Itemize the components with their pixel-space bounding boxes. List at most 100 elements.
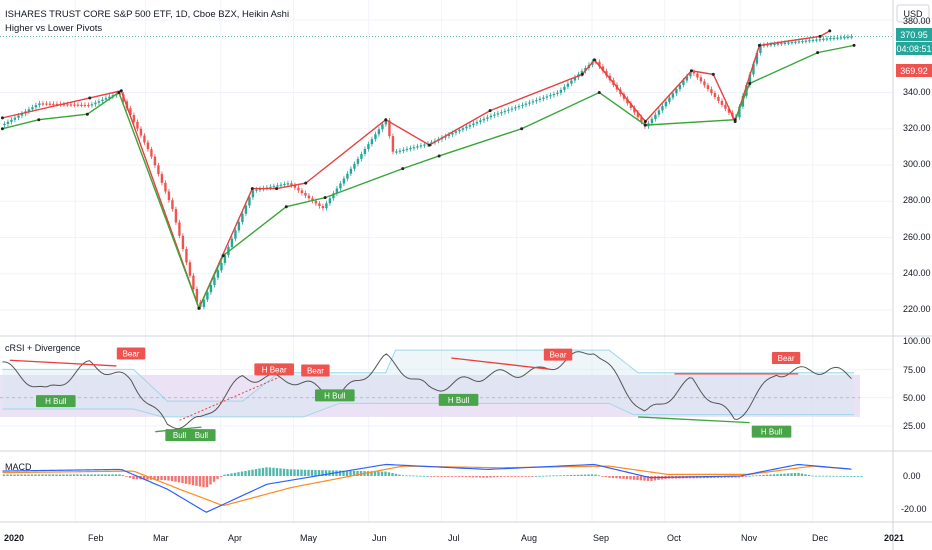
pivot-dot: [748, 81, 752, 85]
pivot-dot: [0, 116, 4, 120]
macd-histogram-bar: [377, 471, 380, 476]
time-axis[interactable]: 2020 Feb Mar Apr May Jun Jul Aug Sep Oct…: [4, 533, 904, 543]
macd-histogram-bar: [597, 475, 601, 477]
candle-body: [314, 200, 318, 204]
crsi-axis[interactable]: 100.00 75.00 50.00 25.00: [903, 336, 931, 431]
macd-histogram-bar: [482, 476, 485, 478]
candle-body: [461, 128, 465, 130]
candle-body: [584, 67, 587, 72]
macd-histogram-bar: [405, 475, 408, 477]
macd-histogram-bar: [258, 468, 261, 476]
candle-body: [384, 120, 388, 125]
macd-histogram-bar: [247, 470, 251, 476]
signal-label-bg: [165, 429, 194, 442]
macd-histogram-bar: [146, 476, 149, 480]
macd-histogram-bar: [69, 474, 72, 476]
candle-body: [248, 197, 251, 206]
candle-body: [136, 121, 139, 129]
candle-body: [150, 149, 153, 157]
macd-histogram-bar: [531, 476, 534, 477]
price-axis[interactable]: 380.00 340.00 320.00 300.00 280.00 260.0…: [903, 16, 931, 314]
macd-histogram-bar: [496, 476, 499, 478]
candle-body: [188, 262, 192, 276]
currency-button[interactable]: [896, 4, 930, 23]
candle-body: [349, 168, 353, 174]
candle-body: [104, 98, 108, 100]
candle-body: [160, 174, 164, 183]
macd-histogram-bar: [849, 475, 853, 477]
candle-body: [822, 38, 825, 40]
macd-histogram-bar: [828, 475, 832, 477]
pivot-dot: [88, 96, 92, 100]
macd-histogram-bar: [261, 467, 265, 476]
candle-body: [283, 183, 286, 186]
candle-body: [713, 93, 717, 98]
candle-body: [38, 103, 41, 106]
signal-label-bg: [438, 393, 479, 406]
macd-histogram-bar: [520, 476, 524, 477]
signal-label: Bull: [173, 431, 187, 440]
candle-body: [279, 184, 283, 186]
macd-histogram-bar: [142, 476, 146, 480]
candle-body: [801, 40, 804, 43]
macd-histogram-bar: [6, 474, 9, 476]
macd-histogram-bar: [153, 476, 156, 480]
macd-histogram-bar: [618, 476, 622, 479]
candle-body: [500, 112, 503, 114]
candle-body: [797, 41, 801, 43]
signal-label: Bear: [123, 349, 140, 358]
macd-histogram-bar: [608, 476, 611, 478]
macd-histogram-bar: [118, 474, 121, 476]
candle-body: [290, 183, 293, 186]
candle-body: [377, 129, 381, 135]
candle-body: [776, 43, 780, 45]
time-tick: Aug: [521, 533, 537, 543]
macd-histogram-bar: [254, 469, 258, 476]
macd-histogram-bar: [272, 467, 275, 476]
pivot-dot: [689, 69, 693, 73]
macd-histogram-bar: [184, 476, 188, 484]
macd-histogram-bar: [128, 476, 132, 478]
macd-histogram-bar: [233, 472, 237, 476]
macd-histogram-bar: [492, 476, 496, 478]
macd-histogram-bar: [226, 474, 230, 476]
time-tick: Apr: [228, 533, 242, 543]
candle-body: [804, 40, 808, 42]
macd-histogram-bar: [429, 476, 433, 477]
candle-body: [598, 61, 601, 67]
candle-body: [458, 129, 461, 132]
candle-body: [346, 173, 349, 179]
indicator-title: Higher vs Lower Pivots: [5, 23, 102, 34]
macd-histogram-bar: [804, 474, 807, 476]
macd-histogram-bar: [860, 476, 863, 477]
candle-body: [444, 136, 447, 138]
macd-histogram-bar: [727, 476, 730, 478]
candle-body: [514, 107, 517, 109]
signal-label: Bear: [307, 366, 324, 375]
time-tick: 2020: [4, 533, 24, 543]
candle-body: [153, 156, 157, 166]
macd-histogram-bar: [475, 476, 478, 478]
macd-histogram-bar: [51, 474, 55, 476]
macd-histogram-bar: [345, 470, 349, 476]
macd-histogram-bar: [286, 469, 289, 476]
candle-body: [258, 188, 262, 191]
candle-body: [794, 41, 797, 43]
macd-histogram-bar: [629, 476, 632, 480]
macd-histogram-bar: [244, 470, 247, 476]
candle-body: [10, 119, 13, 122]
candle-body: [13, 117, 17, 120]
candle-body: [241, 213, 244, 223]
macd-histogram-bar: [478, 476, 482, 478]
signal-label-bg: [771, 352, 801, 364]
macd-histogram-bar: [230, 473, 233, 476]
candle-body: [661, 106, 664, 111]
macd-axis[interactable]: 0.00 -20.00: [901, 471, 927, 514]
macd-histogram-bar: [499, 476, 503, 477]
macd-histogram-bar: [209, 476, 212, 485]
candle-body: [73, 104, 76, 106]
macd-histogram-bar: [454, 476, 457, 477]
macd-histogram-bar: [538, 475, 541, 477]
